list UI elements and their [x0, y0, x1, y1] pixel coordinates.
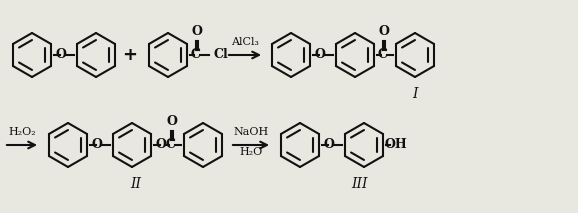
- Text: II: II: [130, 177, 141, 191]
- Text: O: O: [314, 49, 325, 62]
- Text: I: I: [412, 87, 418, 101]
- Text: H₂O₂: H₂O₂: [8, 127, 36, 137]
- Text: O: O: [166, 115, 177, 128]
- Text: O: O: [155, 138, 166, 151]
- Text: O: O: [91, 138, 102, 151]
- Text: III: III: [351, 177, 367, 191]
- Text: H₂O: H₂O: [239, 147, 262, 157]
- Text: O: O: [55, 49, 66, 62]
- Text: O: O: [379, 25, 390, 38]
- Text: AlCl₃: AlCl₃: [231, 37, 259, 47]
- Text: C: C: [378, 49, 388, 62]
- Text: O: O: [191, 25, 202, 38]
- Text: O: O: [324, 138, 335, 151]
- Text: C: C: [191, 49, 201, 62]
- Text: OH: OH: [384, 138, 407, 151]
- Text: +: +: [123, 46, 138, 64]
- Text: Cl: Cl: [214, 49, 229, 62]
- Text: C: C: [166, 138, 176, 151]
- Text: NaOH: NaOH: [234, 127, 269, 137]
